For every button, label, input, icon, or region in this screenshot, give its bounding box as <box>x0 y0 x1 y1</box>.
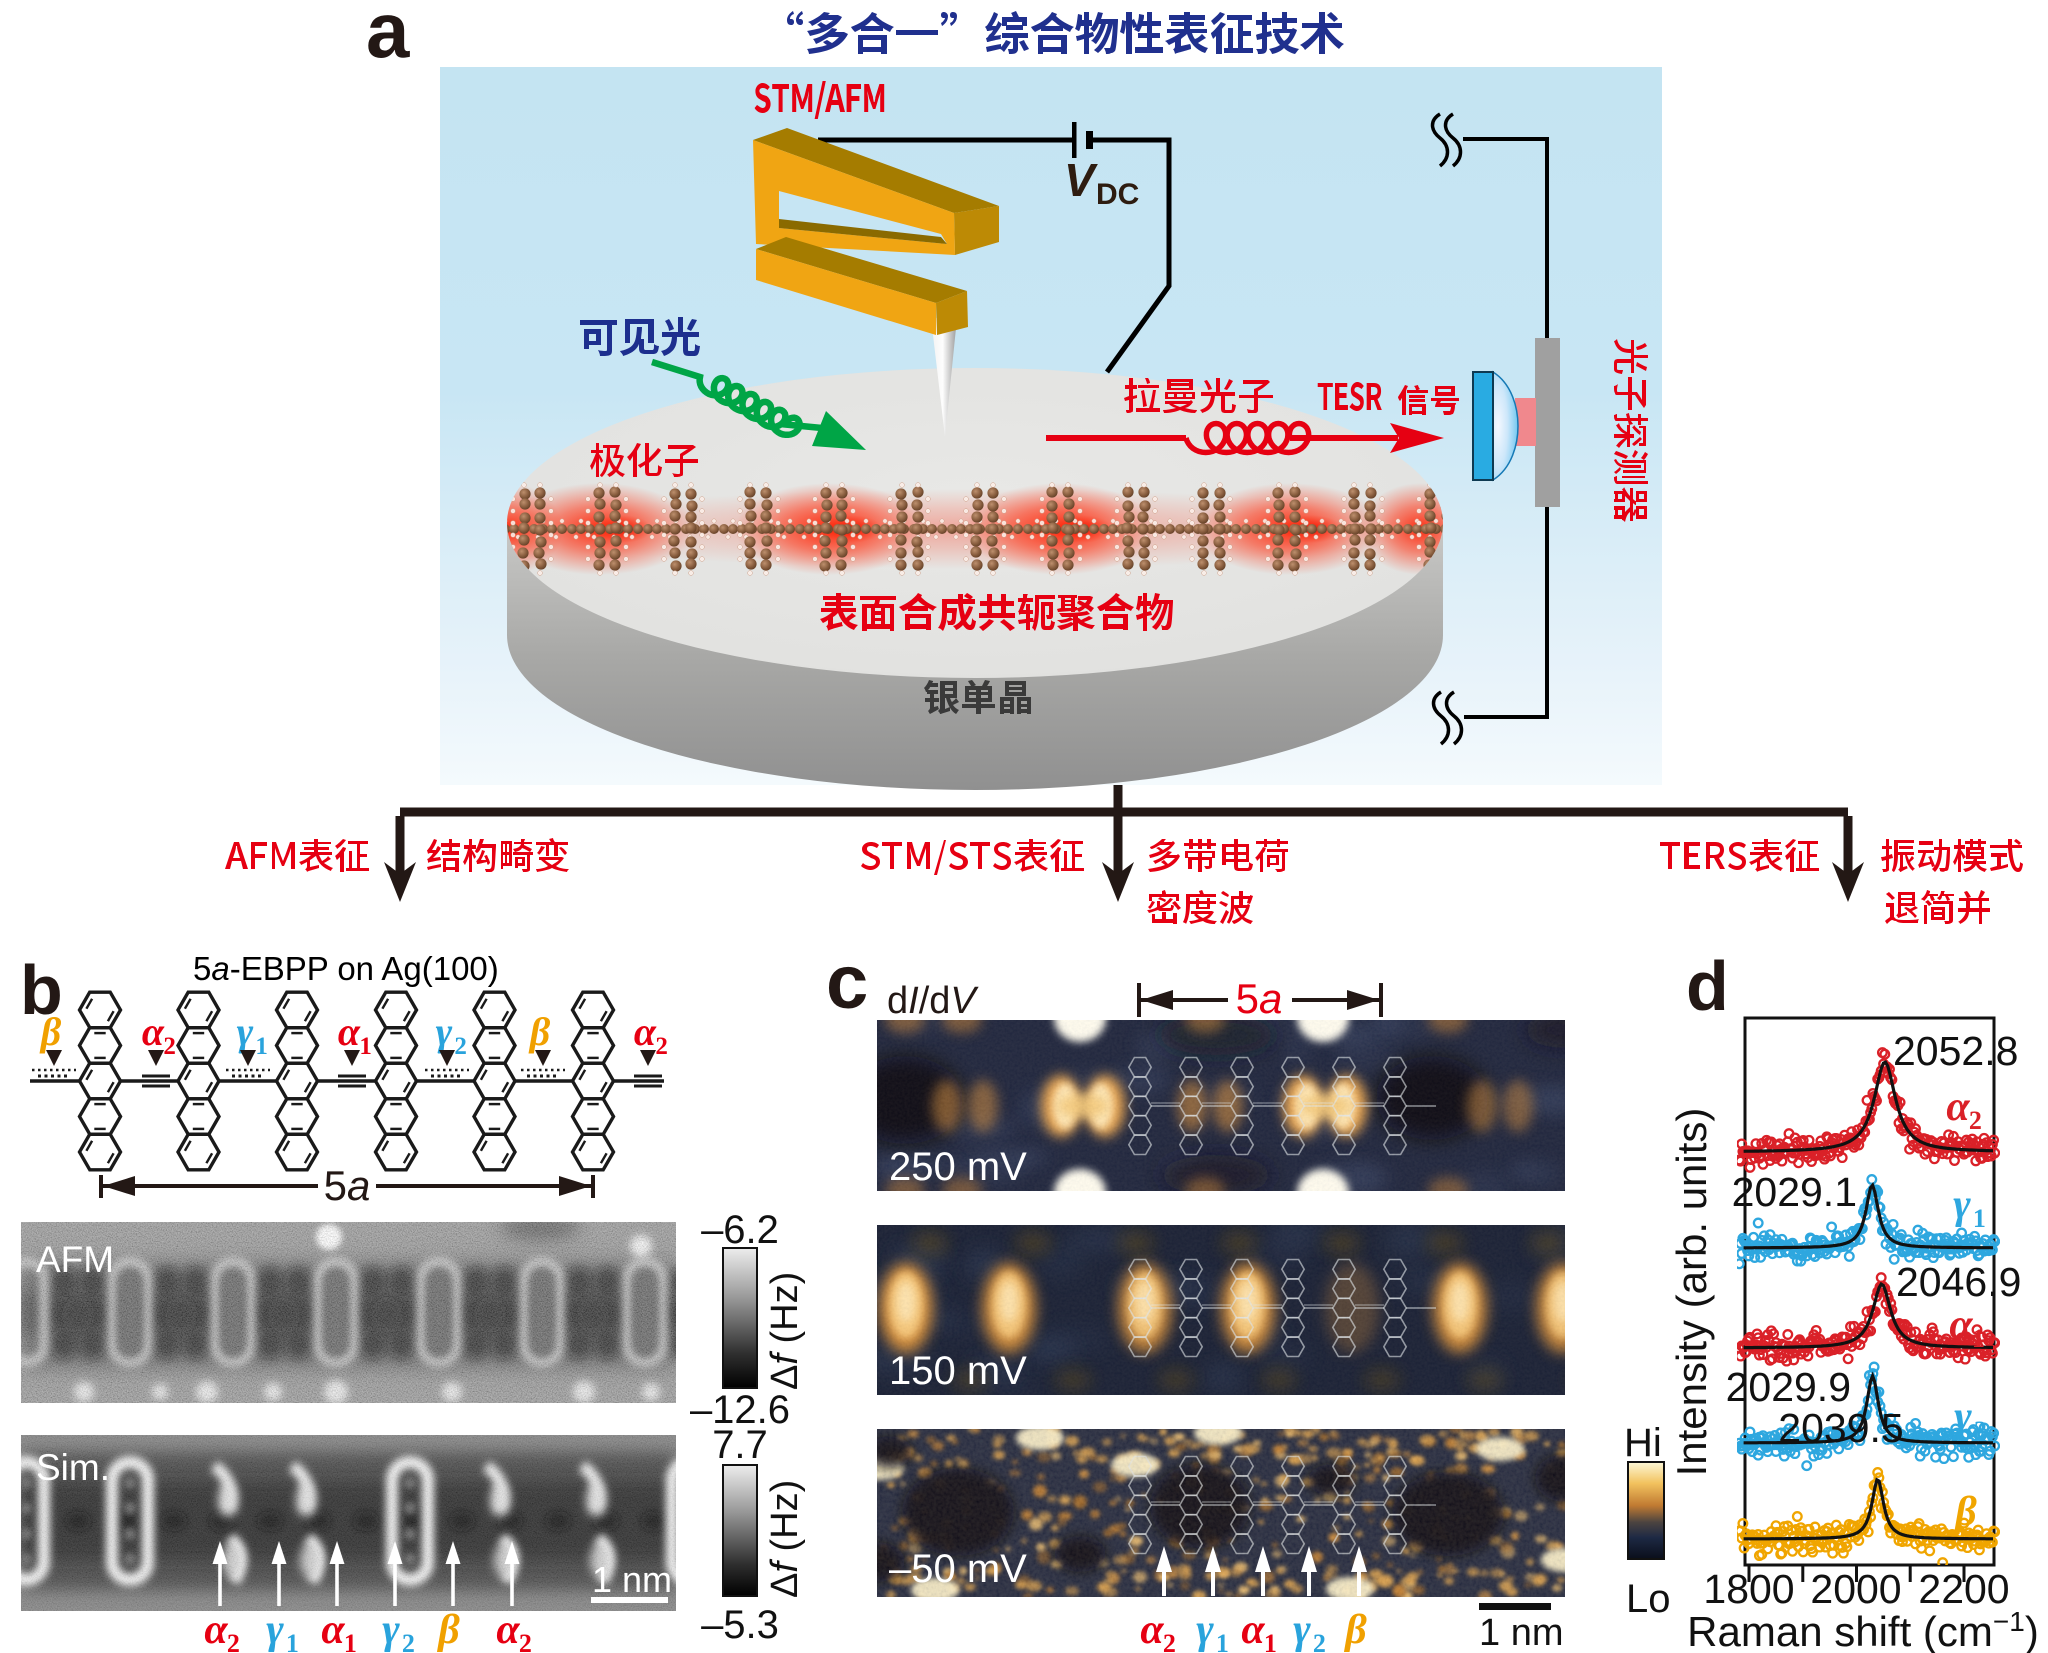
svg-text:α: α <box>1241 1607 1265 1653</box>
svg-text:1: 1 <box>1972 1324 1985 1353</box>
svg-text:2: 2 <box>227 1629 240 1653</box>
svg-text:α: α <box>1946 1084 1970 1130</box>
svg-text:Sim.: Sim. <box>36 1447 110 1488</box>
svg-text:7.7: 7.7 <box>712 1423 768 1467</box>
svg-text:α: α <box>634 1009 657 1054</box>
svg-text:5a: 5a <box>324 1162 371 1209</box>
svg-text:β: β <box>1343 1607 1367 1653</box>
svg-text:2: 2 <box>402 1629 415 1653</box>
svg-text:a: a <box>366 0 410 74</box>
svg-text:α: α <box>1949 1302 1973 1348</box>
svg-text:5a-EBPP on Ag(100): 5a-EBPP on Ag(100) <box>193 950 499 987</box>
svg-text:γ: γ <box>1953 1182 1971 1228</box>
svg-text:2: 2 <box>1974 1416 1987 1445</box>
svg-text:2: 2 <box>163 1033 176 1060</box>
svg-text:1: 1 <box>1264 1629 1277 1653</box>
svg-text:α: α <box>142 1009 165 1054</box>
svg-text:2200: 2200 <box>1918 1566 2009 1612</box>
svg-text:β: β <box>39 1009 62 1054</box>
svg-text:2: 2 <box>454 1033 467 1060</box>
svg-text:α: α <box>1140 1607 1164 1653</box>
svg-text:2046.9: 2046.9 <box>1896 1259 2021 1305</box>
svg-text:250 mV: 250 mV <box>889 1145 1027 1189</box>
svg-text:1 nm: 1 nm <box>592 1559 672 1600</box>
svg-text:150 mV: 150 mV <box>889 1349 1027 1393</box>
svg-text:Lo: Lo <box>1626 1577 1671 1621</box>
svg-text:2000: 2000 <box>1810 1566 1901 1612</box>
svg-text:1: 1 <box>286 1629 299 1653</box>
svg-text:Raman shift (cm−1): Raman shift (cm−1) <box>1687 1606 2039 1653</box>
svg-text:–6.2: –6.2 <box>701 1208 779 1252</box>
svg-text:α: α <box>338 1009 361 1054</box>
svg-text:Δf (Hz): Δf (Hz) <box>764 1480 806 1598</box>
svg-text:α: α <box>204 1607 228 1653</box>
svg-text:γ: γ <box>1196 1607 1214 1653</box>
svg-text:c: c <box>826 940 868 1025</box>
svg-text:–12.6: –12.6 <box>690 1388 790 1432</box>
svg-text:1: 1 <box>255 1033 268 1060</box>
svg-text:b: b <box>20 951 63 1029</box>
svg-text:Hi: Hi <box>1624 1421 1662 1465</box>
svg-text:1: 1 <box>359 1033 372 1060</box>
svg-text:dI/dV: dI/dV <box>887 980 979 1022</box>
svg-text:–5.3: –5.3 <box>701 1603 779 1647</box>
svg-text:AFM: AFM <box>36 1239 114 1280</box>
svg-text:V: V <box>1064 154 1098 206</box>
svg-text:2052.8: 2052.8 <box>1893 1028 2018 1074</box>
svg-text:1: 1 <box>1216 1629 1229 1653</box>
svg-text:α: α <box>496 1607 520 1653</box>
svg-text:2: 2 <box>1163 1629 1176 1653</box>
svg-text:2029.1: 2029.1 <box>1732 1169 1857 1215</box>
svg-text:γ: γ <box>237 1009 254 1054</box>
svg-text:1 nm: 1 nm <box>1479 1612 1563 1653</box>
svg-text:β: β <box>436 1607 460 1653</box>
svg-text:d: d <box>1686 947 1729 1025</box>
svg-text:β: β <box>528 1009 551 1054</box>
svg-text:2029.9: 2029.9 <box>1726 1364 1851 1410</box>
svg-text:γ: γ <box>266 1607 284 1653</box>
svg-text:Δf (Hz): Δf (Hz) <box>764 1272 806 1390</box>
svg-text:1: 1 <box>1973 1204 1986 1233</box>
svg-text:1: 1 <box>344 1629 357 1653</box>
svg-text:γ: γ <box>1293 1607 1311 1653</box>
svg-text:2: 2 <box>1313 1629 1326 1653</box>
svg-text:Intensity (arb. units): Intensity (arb. units) <box>1668 1108 1715 1477</box>
svg-text:–50 mV: –50 mV <box>889 1547 1027 1591</box>
svg-text:γ: γ <box>382 1607 400 1653</box>
svg-text:5a: 5a <box>1236 975 1283 1022</box>
svg-text:2: 2 <box>655 1033 668 1060</box>
svg-text:2: 2 <box>519 1629 532 1653</box>
svg-text:2: 2 <box>1969 1106 1982 1135</box>
svg-text:β: β <box>1953 1489 1977 1535</box>
svg-text:DC: DC <box>1096 178 1139 211</box>
svg-text:1800: 1800 <box>1703 1566 1794 1612</box>
svg-text:α: α <box>321 1607 345 1653</box>
svg-text:γ: γ <box>1954 1394 1972 1440</box>
svg-text:2039.5: 2039.5 <box>1778 1405 1903 1451</box>
svg-text:γ: γ <box>436 1009 453 1054</box>
